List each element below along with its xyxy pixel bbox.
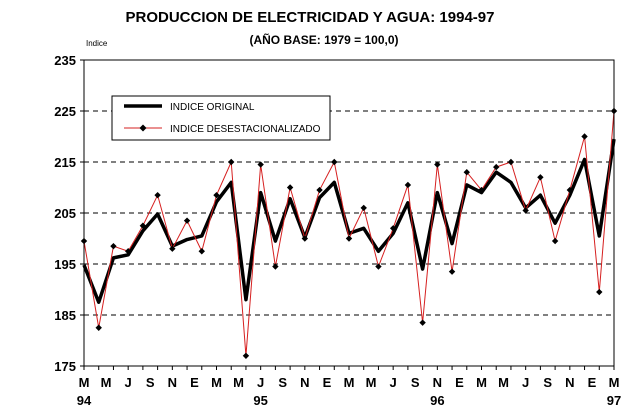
y-tick-label: 205 (54, 206, 76, 221)
x-tick-label: S (146, 375, 155, 390)
x-year-label: 94 (77, 393, 92, 408)
legend: INDICE ORIGINAL INDICE DESESTACIONALIZAD… (111, 95, 331, 141)
data-point-desestacionalizado (596, 288, 603, 296)
data-point-desestacionalizado (110, 242, 117, 250)
data-point-desestacionalizado (139, 222, 147, 229)
data-point-desestacionalizado (169, 245, 176, 252)
x-tick-label: M (366, 375, 377, 390)
x-tick-label: E (455, 375, 464, 390)
data-point-desestacionalizado (522, 207, 529, 214)
x-year-label: 97 (607, 393, 621, 408)
series-line-original (82, 138, 616, 304)
y-tick-label: 235 (54, 53, 76, 68)
plot-frame (83, 59, 615, 367)
data-point-desestacionalizado (360, 204, 367, 212)
x-tick-label: M (79, 375, 90, 390)
x-tick-label: N (433, 375, 442, 390)
x-tick-label: E (323, 375, 332, 390)
data-point-desestacionalizado (198, 248, 205, 255)
x-tick-label: J (522, 375, 529, 390)
x-tick-label: J (390, 375, 397, 390)
grid-lines (84, 110, 614, 316)
chart-subtitle: (AÑO BASE: 1979 = 100,0) (249, 32, 398, 47)
x-year-label: 95 (253, 393, 267, 408)
legend-box (111, 95, 331, 141)
y-axis-label: Indice (86, 39, 108, 48)
x-tick-label: S (278, 375, 287, 390)
data-point-desestacionalizado (448, 268, 456, 275)
x-tick-label: N (565, 375, 574, 390)
legend-label-original: INDICE ORIGINAL (170, 102, 255, 113)
data-point-desestacionalizado (286, 184, 294, 191)
data-point-desestacionalizado (507, 158, 515, 166)
data-point-desestacionalizado (183, 217, 191, 224)
data-point-desestacionalizado (272, 263, 279, 270)
x-tick-label: M (609, 375, 620, 390)
x-tick-label: M (211, 375, 222, 390)
x-tick-label: E (588, 375, 597, 390)
data-point-desestacionalizado (124, 248, 132, 255)
x-tick-label: N (300, 375, 309, 390)
x-tick-label: S (411, 375, 420, 390)
data-point-desestacionalizado (375, 263, 382, 270)
data-point-desestacionalizado (537, 174, 544, 181)
x-tick-label: M (233, 375, 244, 390)
x-axis-ticks: M M J S N E M M J S N E M M J S N E M M J S N E M94 95 96 97 (77, 366, 621, 408)
x-tick-label: E (190, 375, 199, 390)
data-point-desestacionalizado (213, 191, 220, 199)
x-tick-label: M (344, 375, 355, 390)
data-point-desestacionalizado (581, 133, 588, 140)
data-point-desestacionalizado (242, 352, 250, 359)
data-point-desestacionalizado (419, 319, 426, 326)
data-point-desestacionalizado (551, 237, 559, 245)
series-layer (80, 107, 618, 359)
data-point-desestacionalizado (301, 235, 309, 242)
data-point-desestacionalizado (257, 161, 264, 168)
x-tick-label: N (168, 375, 177, 390)
data-point-desestacionalizado (478, 186, 485, 194)
x-tick-label: M (498, 375, 509, 390)
data-point-desestacionalizado (463, 169, 470, 176)
y-tick-label: 185 (54, 308, 76, 323)
y-tick-label: 195 (54, 257, 76, 272)
x-year-label: 96 (430, 393, 444, 408)
legend-marker-desestacionalizado (139, 124, 147, 132)
x-tick-label: J (125, 375, 132, 390)
x-tick-label: M (476, 375, 487, 390)
data-point-desestacionalizado (434, 161, 441, 168)
data-point-desestacionalizado (95, 324, 102, 331)
data-point-desestacionalizado (154, 191, 161, 199)
data-point-desestacionalizado (389, 225, 397, 232)
data-point-desestacionalizado (566, 186, 574, 194)
data-point-desestacionalizado (316, 186, 323, 194)
x-tick-label: M (101, 375, 112, 390)
x-tick-label: J (257, 375, 264, 390)
data-point-desestacionalizado (404, 181, 412, 189)
data-point-desestacionalizado (345, 235, 353, 242)
data-point-desestacionalizado (331, 158, 338, 166)
y-axis-ticks: 175 185 195 205 215 225 235 (54, 53, 84, 374)
y-tick-label: 225 (54, 104, 76, 119)
data-point-desestacionalizado (493, 163, 500, 171)
chart-title: PRODUCCION DE ELECTRICIDAD Y AGUA: 1994-… (126, 9, 495, 26)
x-tick-label: S (543, 375, 552, 390)
y-tick-label: 175 (54, 359, 76, 374)
y-tick-label: 215 (54, 155, 76, 170)
legend-label-desestacionalizado: INDICE DESESTACIONALIZADO (170, 124, 321, 135)
data-point-desestacionalizado (228, 158, 235, 166)
